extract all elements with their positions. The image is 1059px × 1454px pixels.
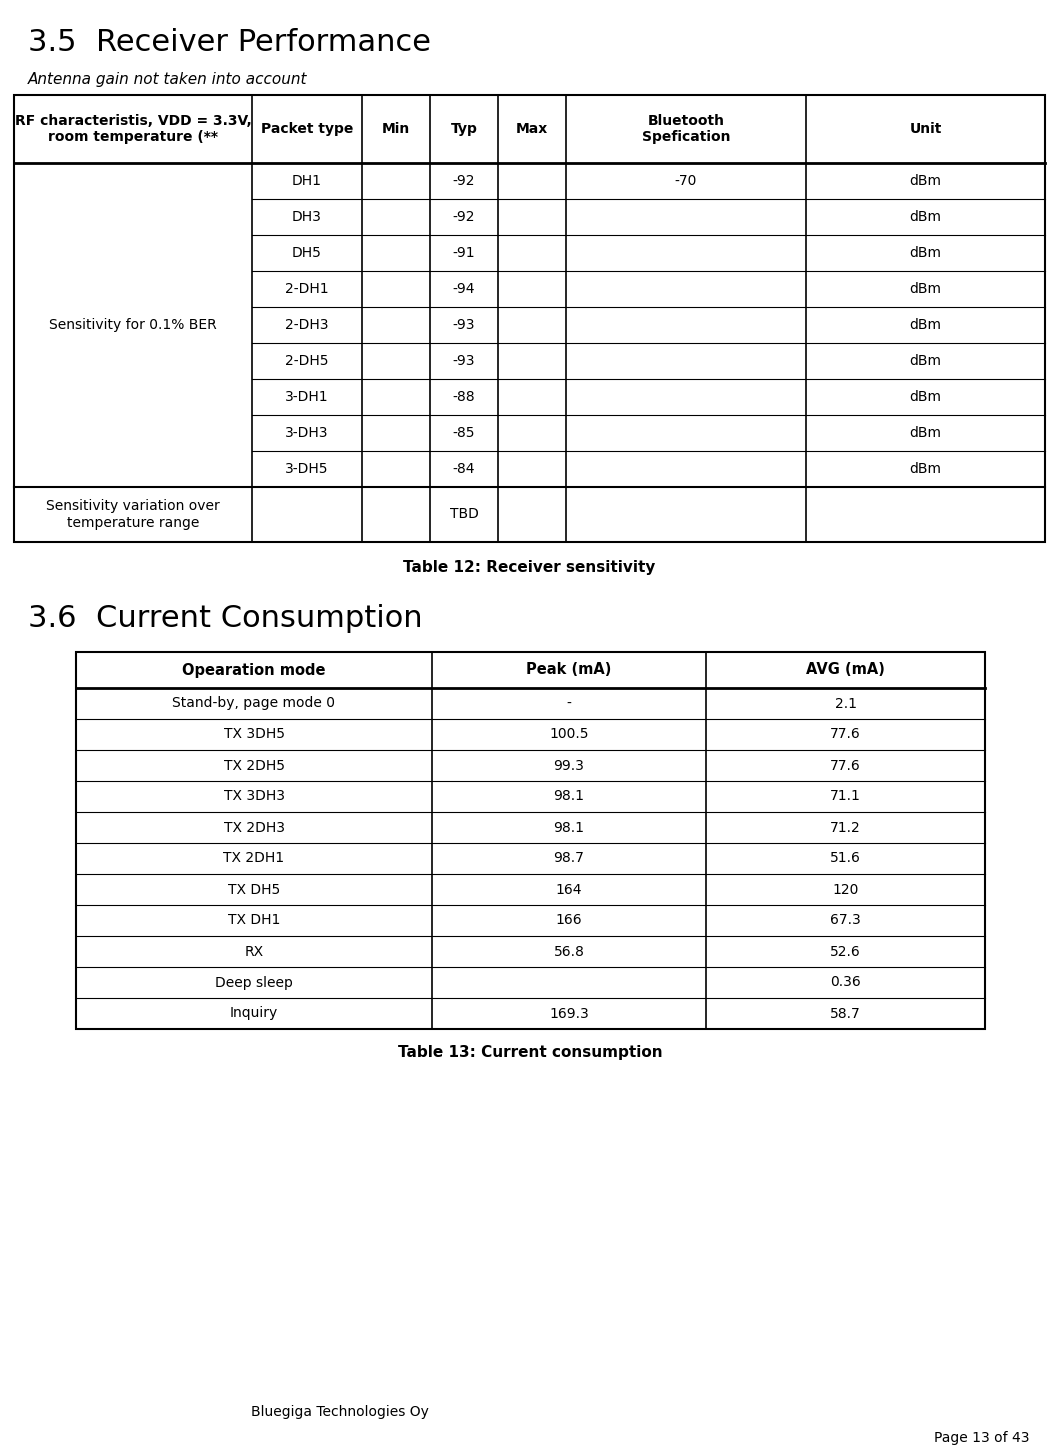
Text: 2-DH5: 2-DH5	[285, 353, 328, 368]
Text: -91: -91	[452, 246, 475, 260]
Text: Sensitivity variation over
temperature range: Sensitivity variation over temperature r…	[47, 499, 220, 529]
Text: 77.6: 77.6	[830, 727, 861, 742]
Text: Antenna gain not taken into account: Antenna gain not taken into account	[28, 73, 307, 87]
Text: TX 3DH5: TX 3DH5	[223, 727, 285, 742]
Text: Table 13: Current consumption: Table 13: Current consumption	[398, 1045, 663, 1060]
Text: Stand-by, page mode 0: Stand-by, page mode 0	[173, 696, 336, 711]
Text: Bluetooth
Spefication: Bluetooth Spefication	[642, 113, 731, 144]
Text: dBm: dBm	[910, 209, 941, 224]
Text: RX: RX	[245, 945, 264, 958]
Text: TX 3DH3: TX 3DH3	[223, 790, 285, 804]
Text: -: -	[567, 696, 572, 711]
Text: Peak (mA): Peak (mA)	[526, 663, 612, 678]
Text: 2-DH3: 2-DH3	[285, 318, 328, 332]
Text: 169.3: 169.3	[550, 1006, 589, 1021]
Text: 3-DH5: 3-DH5	[285, 462, 328, 475]
Text: TX 2DH1: TX 2DH1	[223, 852, 285, 865]
Text: 3.6  Current Consumption: 3.6 Current Consumption	[28, 603, 423, 632]
Text: Sensitivity for 0.1% BER: Sensitivity for 0.1% BER	[49, 318, 217, 332]
Text: 2-DH1: 2-DH1	[285, 282, 328, 297]
Text: 100.5: 100.5	[550, 727, 589, 742]
Text: Deep sleep: Deep sleep	[215, 976, 293, 990]
Text: Packet type: Packet type	[261, 122, 354, 137]
Text: 71.2: 71.2	[830, 820, 861, 835]
Text: 98.7: 98.7	[554, 852, 585, 865]
Text: dBm: dBm	[910, 426, 941, 441]
Text: 99.3: 99.3	[554, 759, 585, 772]
Text: Min: Min	[382, 122, 410, 137]
Text: -88: -88	[452, 390, 475, 404]
Text: TX 2DH5: TX 2DH5	[223, 759, 285, 772]
Text: 52.6: 52.6	[830, 945, 861, 958]
Text: TX DH5: TX DH5	[228, 883, 281, 897]
Bar	[14, 95, 1045, 542]
Text: Typ: Typ	[450, 122, 478, 137]
Text: 77.6: 77.6	[830, 759, 861, 772]
Text: 120: 120	[832, 883, 859, 897]
Text: dBm: dBm	[910, 174, 941, 188]
Text: dBm: dBm	[910, 282, 941, 297]
Text: -92: -92	[453, 174, 475, 188]
Text: -70: -70	[675, 174, 697, 188]
Text: dBm: dBm	[910, 390, 941, 404]
Text: -92: -92	[453, 209, 475, 224]
Text: dBm: dBm	[910, 246, 941, 260]
Text: 71.1: 71.1	[830, 790, 861, 804]
Text: 98.1: 98.1	[554, 820, 585, 835]
Text: Opearation mode: Opearation mode	[182, 663, 326, 678]
Text: 67.3: 67.3	[830, 913, 861, 928]
Text: 56.8: 56.8	[554, 945, 585, 958]
Text: dBm: dBm	[910, 462, 941, 475]
Text: 0.36: 0.36	[830, 976, 861, 990]
Text: -94: -94	[453, 282, 475, 297]
Text: AVG (mA): AVG (mA)	[806, 663, 885, 678]
Text: TX 2DH3: TX 2DH3	[223, 820, 285, 835]
Text: Page 13 of 43: Page 13 of 43	[934, 1431, 1030, 1445]
Text: -93: -93	[453, 318, 475, 332]
Text: 98.1: 98.1	[554, 790, 585, 804]
Text: 3.5  Receiver Performance: 3.5 Receiver Performance	[28, 28, 431, 57]
Text: 58.7: 58.7	[830, 1006, 861, 1021]
Text: TBD: TBD	[450, 507, 479, 522]
Text: -84: -84	[453, 462, 475, 475]
Text: 51.6: 51.6	[830, 852, 861, 865]
Text: dBm: dBm	[910, 353, 941, 368]
Text: 166: 166	[556, 913, 582, 928]
Text: 3-DH3: 3-DH3	[285, 426, 328, 441]
Text: DH1: DH1	[292, 174, 322, 188]
Text: Unit: Unit	[910, 122, 941, 137]
Text: Table 12: Receiver sensitivity: Table 12: Receiver sensitivity	[402, 560, 656, 574]
Text: 2.1: 2.1	[834, 696, 857, 711]
Text: RF characteristis, VDD = 3.3V,
room temperature (**: RF characteristis, VDD = 3.3V, room temp…	[15, 113, 251, 144]
Text: 164: 164	[556, 883, 582, 897]
Bar	[76, 651, 985, 1029]
Text: TX DH1: TX DH1	[228, 913, 281, 928]
Text: DH5: DH5	[292, 246, 322, 260]
Text: 3-DH1: 3-DH1	[285, 390, 328, 404]
Text: dBm: dBm	[910, 318, 941, 332]
Text: -85: -85	[453, 426, 475, 441]
Text: -93: -93	[453, 353, 475, 368]
Text: Max: Max	[516, 122, 549, 137]
Text: Bluegiga Technologies Oy: Bluegiga Technologies Oy	[251, 1405, 429, 1419]
Text: Inquiry: Inquiry	[230, 1006, 279, 1021]
Text: DH3: DH3	[292, 209, 322, 224]
